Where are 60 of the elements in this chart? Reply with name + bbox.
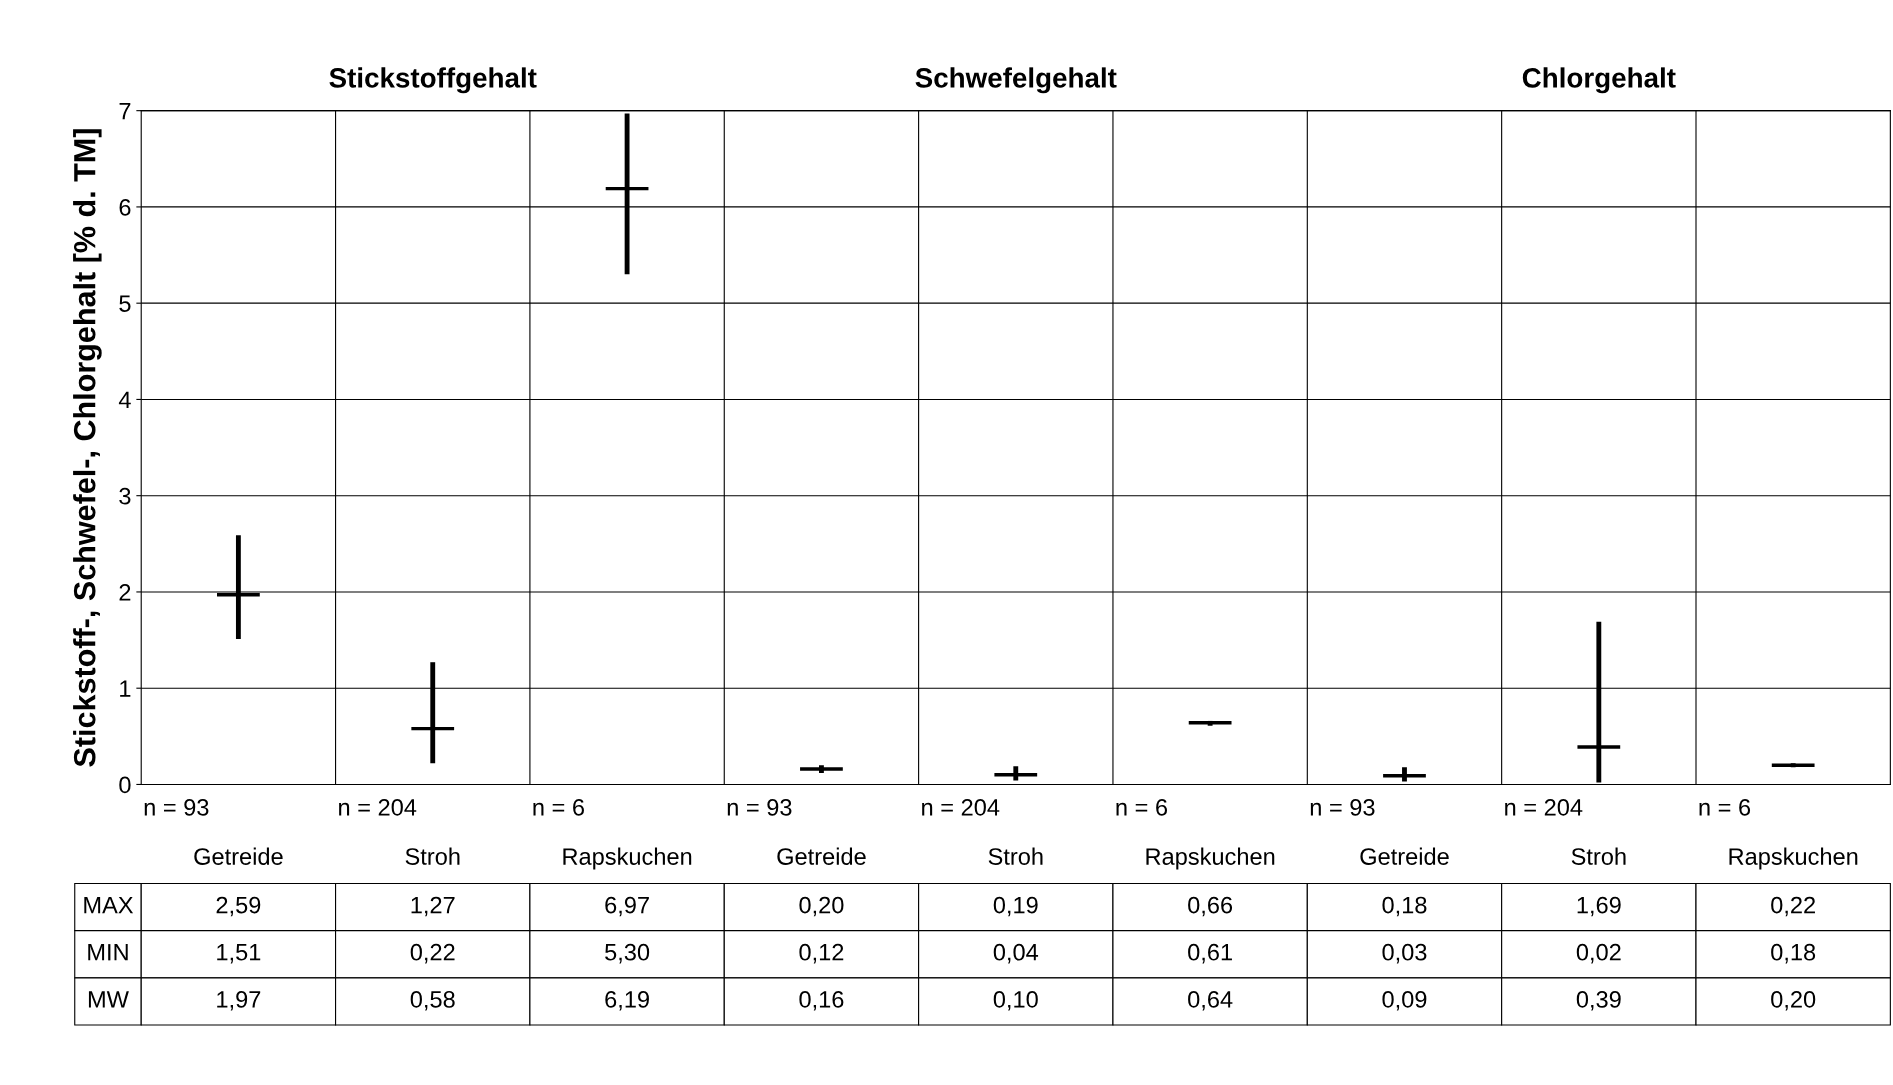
text: Chlorgehalt [1522, 67, 1676, 94]
text: n = 204 [339, 799, 417, 816]
text: MW [88, 991, 129, 1008]
text: 0,20 [799, 896, 844, 917]
x-tick-label: Rapskuchen [563, 847, 692, 870]
text: 0,58 [410, 991, 455, 1011]
text: Schwefelgehalt [915, 67, 1117, 94]
x-tick-label: Getreide [194, 847, 283, 865]
text: 6,97 [605, 896, 649, 917]
text: n = 204 [922, 799, 1000, 816]
text: 0,22 [410, 943, 455, 964]
text: n = 6 [533, 799, 584, 816]
y-tick-label: 2 [119, 584, 131, 601]
text: 0,18 [1382, 896, 1427, 917]
x-tick-label: Rapskuchen [1146, 847, 1275, 870]
text: 0,19 [993, 896, 1038, 917]
text: 1,97 [217, 991, 261, 1011]
text: 5,30 [605, 943, 650, 964]
x-tick-label: Stroh [405, 847, 460, 865]
text: n = 93 [1310, 799, 1375, 816]
y-tick-label: 4 [118, 391, 131, 408]
text: 0,22 [1771, 896, 1815, 917]
x-tick-label: Getreide [777, 847, 866, 865]
text: Stickstoffgehalt [329, 67, 537, 94]
text: n = 93 [727, 799, 792, 816]
text: 0,03 [1382, 943, 1427, 964]
text: 0,64 [1188, 991, 1233, 1011]
x-tick-label: Getreide [1360, 847, 1449, 865]
text: 0,66 [1188, 896, 1233, 917]
text: 0,61 [1188, 943, 1232, 964]
y-tick-label: 5 [119, 295, 131, 312]
text: MIN [88, 944, 128, 961]
text: MAX [84, 896, 134, 914]
y-tick-label: 6 [119, 198, 131, 216]
text: 0,16 [799, 991, 844, 1011]
text: n = 6 [1699, 799, 1751, 816]
text: 0,20 [1771, 991, 1816, 1011]
y-tick-label: 3 [119, 487, 131, 505]
x-tick-label: Stroh [1571, 847, 1626, 865]
x-tick-label: Rapskuchen [1729, 847, 1858, 870]
y-tick-label: 7 [119, 102, 131, 120]
text: 1,27 [411, 896, 455, 917]
x-tick-label: Stroh [988, 847, 1043, 865]
text: 2,59 [216, 896, 261, 917]
text: 6,19 [605, 991, 649, 1011]
y-axis-title: Stickstoff-, Schwefel-, Chlorgehalt [% d. TM] [73, 129, 102, 767]
y-tick-label: 1 [120, 680, 131, 697]
y-tick-label: 0 [119, 776, 131, 794]
text: 0,18 [1771, 943, 1816, 964]
text: 0,39 [1576, 991, 1621, 1011]
text: 1,69 [1577, 896, 1621, 917]
text: n = 6 [1116, 799, 1168, 816]
text: 0,09 [1382, 991, 1427, 1011]
text: 0,04 [993, 943, 1039, 964]
text: 1,51 [217, 944, 261, 964]
text: 0,02 [1576, 943, 1621, 964]
text: 0,10 [993, 991, 1038, 1011]
text: 0,12 [799, 943, 844, 964]
text: n = 93 [144, 799, 209, 816]
text: n = 204 [1505, 799, 1583, 816]
